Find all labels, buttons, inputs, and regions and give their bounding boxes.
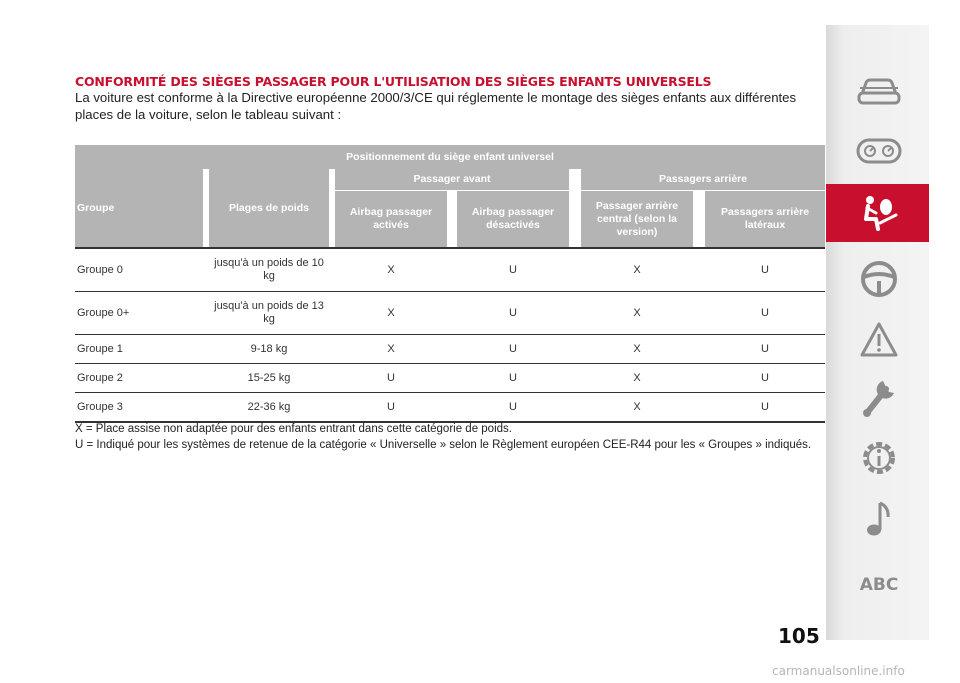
cell-airbag-on: X bbox=[335, 291, 447, 335]
cell-rear-center: X bbox=[581, 392, 693, 423]
watermark: carmanualsonline.info bbox=[772, 664, 905, 678]
chapter-tab-safety[interactable] bbox=[826, 184, 929, 242]
cell-rear-side: U bbox=[705, 247, 826, 292]
section-heading: CONFORMITÉ DES SIÈGES PASSAGER POUR L'UT… bbox=[75, 74, 712, 89]
cell-weight: 22-36 kg bbox=[209, 392, 329, 423]
dashboard-gauges-icon bbox=[856, 138, 902, 164]
cell-rear-center: X bbox=[581, 247, 693, 292]
steering-wheel-icon bbox=[861, 261, 897, 297]
header-airbag-off: Airbag passager désactivés bbox=[457, 190, 569, 248]
chapter-tab-car[interactable] bbox=[851, 69, 907, 113]
cell-rear-center: X bbox=[581, 334, 693, 364]
cell-airbag-off: U bbox=[457, 334, 569, 364]
music-note-icon bbox=[867, 501, 890, 536]
cell-airbag-off: U bbox=[457, 392, 569, 423]
cell-group: Groupe 1 bbox=[75, 334, 203, 364]
wrench-icon bbox=[863, 381, 894, 417]
chapter-tab-emergency[interactable] bbox=[851, 318, 907, 362]
header-rear-passengers: Passagers arrière bbox=[581, 169, 826, 191]
cell-rear-side: U bbox=[705, 363, 826, 393]
table-row: Groupe 3 22-36 kg U U X U bbox=[75, 392, 826, 423]
cell-airbag-on: U bbox=[335, 392, 447, 423]
cell-rear-center: X bbox=[581, 363, 693, 393]
chapter-sidebar: ABC bbox=[826, 25, 929, 640]
cell-rear-side: U bbox=[705, 334, 826, 364]
header-rear-side: Passagers arrière latéraux bbox=[705, 190, 826, 248]
table-row: Groupe 2 15-25 kg U U X U bbox=[75, 363, 826, 393]
cell-airbag-off: U bbox=[457, 247, 569, 292]
cell-group: Groupe 0 bbox=[75, 247, 203, 292]
chapter-tab-technical[interactable] bbox=[851, 436, 907, 480]
header-airbag-on: Airbag passager activés bbox=[335, 190, 447, 248]
chapter-tab-driving[interactable] bbox=[851, 257, 907, 301]
cell-rear-side: U bbox=[705, 291, 826, 335]
car-icon bbox=[857, 78, 901, 105]
legend-x-note: X = Place assise non adaptée pour des en… bbox=[75, 423, 512, 435]
child-seat-table: Positionnement du siège enfant universel… bbox=[75, 145, 826, 423]
seat-airbag-safety-icon bbox=[863, 196, 897, 231]
table-row: Groupe 0 jusqu'à un poids de 10 kg X U X… bbox=[75, 247, 826, 292]
cell-airbag-on: X bbox=[335, 334, 447, 364]
cell-weight: 9-18 kg bbox=[209, 334, 329, 364]
cell-airbag-off: U bbox=[457, 363, 569, 393]
cell-weight: jusqu'à un poids de 13 kg bbox=[209, 291, 329, 335]
abc-index-label: ABC bbox=[859, 575, 899, 595]
cell-group: Groupe 0+ bbox=[75, 291, 203, 335]
table-row: Groupe 0+ jusqu'à un poids de 13 kg X U … bbox=[75, 291, 826, 335]
chapter-tab-dashboard[interactable] bbox=[851, 129, 907, 173]
header-rear-center: Passager arrière central (selon la versi… bbox=[581, 190, 693, 248]
cell-airbag-on: X bbox=[335, 247, 447, 292]
warning-triangle-icon bbox=[860, 322, 898, 357]
header-weight-range: Plages de poids bbox=[209, 169, 329, 248]
chapter-tab-index[interactable]: ABC bbox=[851, 563, 907, 607]
cell-airbag-off: U bbox=[457, 291, 569, 335]
cell-airbag-on: U bbox=[335, 363, 447, 393]
table-title: Positionnement du siège enfant universel bbox=[75, 145, 826, 169]
chapter-tab-maintenance[interactable] bbox=[851, 375, 907, 419]
technical-info-gear-icon bbox=[863, 442, 895, 474]
intro-paragraph: La voiture est conforme à la Directive e… bbox=[75, 90, 797, 122]
header-group: Groupe bbox=[75, 169, 203, 248]
cell-group: Groupe 2 bbox=[75, 363, 203, 393]
table-row: Groupe 1 9-18 kg X U X U bbox=[75, 334, 826, 364]
cell-group: Groupe 3 bbox=[75, 392, 203, 423]
legend-u-note: U = Indiqué pour les systèmes de retenue… bbox=[75, 439, 812, 451]
page-number: 105 bbox=[778, 624, 820, 648]
cell-weight: jusqu'à un poids de 10 kg bbox=[209, 247, 329, 292]
header-front-passenger: Passager avant bbox=[335, 169, 569, 191]
cell-weight: 15-25 kg bbox=[209, 363, 329, 393]
cell-rear-center: X bbox=[581, 291, 693, 335]
chapter-tab-multimedia[interactable] bbox=[851, 497, 907, 541]
cell-rear-side: U bbox=[705, 392, 826, 423]
